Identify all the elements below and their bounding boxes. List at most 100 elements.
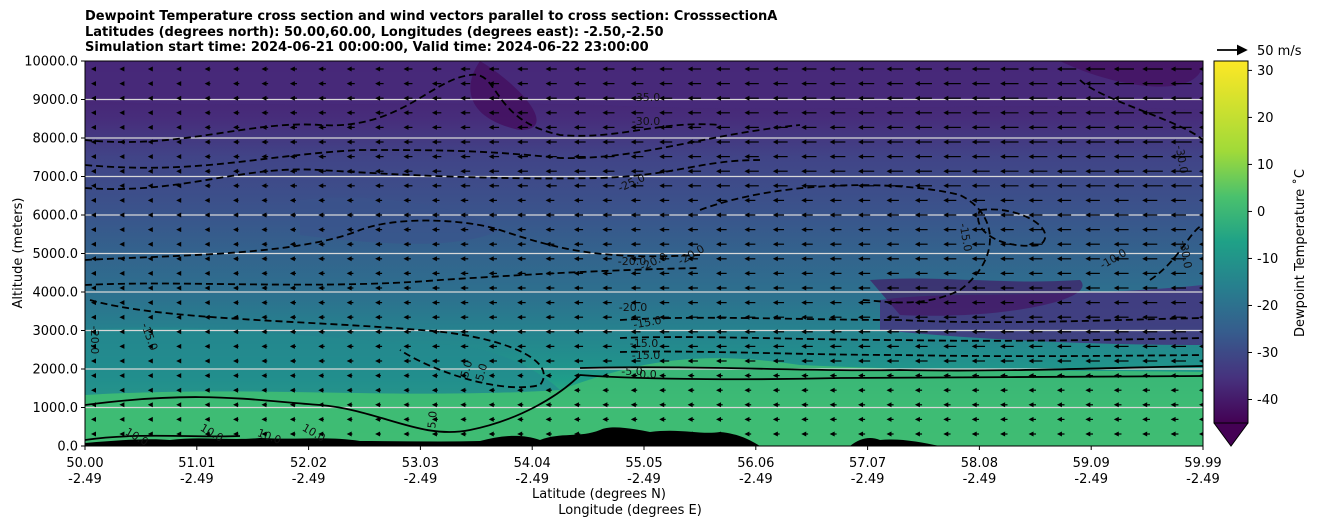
- wind-vector: [801, 329, 813, 335]
- wind-vector: [772, 314, 785, 320]
- wind-vector: [1199, 256, 1203, 261]
- wind-vector: [1142, 373, 1150, 379]
- wind-vector: [1199, 344, 1203, 349]
- wind-vector: [1199, 154, 1203, 159]
- wind-vector: [829, 358, 842, 364]
- wind-vector: [659, 329, 670, 335]
- wind-vector: [289, 168, 298, 174]
- wind-vector: [488, 373, 495, 379]
- wind-vector: [1170, 314, 1186, 320]
- wind-vector: [176, 241, 182, 247]
- x-axis-label-lat: Latitude (degrees N): [532, 487, 666, 502]
- wind-vector: [1199, 286, 1203, 290]
- wind-vector: [289, 241, 296, 247]
- wind-vector: [630, 373, 638, 379]
- wind-vector: [573, 387, 581, 393]
- wind-vector: [460, 168, 471, 174]
- wind-vector: [744, 402, 752, 408]
- wind-vector: [517, 270, 526, 276]
- x-tick-label-lon: -2.49: [739, 472, 773, 487]
- wind-vector: [1000, 256, 1014, 262]
- wind-vector: [403, 183, 413, 189]
- wind-vector: [1085, 285, 1100, 291]
- wind-vector: [517, 110, 528, 116]
- wind-vector: [573, 358, 584, 364]
- wind-vector: [829, 314, 842, 320]
- wind-vector: [1056, 81, 1077, 87]
- wind-vector: [431, 168, 442, 174]
- wind-vector: [1142, 168, 1163, 174]
- wind-vector: [858, 168, 875, 174]
- wind-vector: [1113, 416, 1122, 422]
- wind-vector: [1000, 300, 1014, 306]
- contour-label: 0.0: [639, 368, 657, 381]
- wind-vector: [91, 227, 96, 233]
- wind-vector: [659, 95, 673, 101]
- wind-vector: [375, 300, 383, 306]
- wind-vector: [630, 95, 644, 101]
- wind-vector: [1142, 139, 1163, 145]
- wind-vector: [659, 168, 673, 174]
- wind-vector: [460, 212, 469, 218]
- wind-vector: [1199, 213, 1203, 217]
- wind-vector: [858, 373, 866, 379]
- wind-vector: [119, 197, 125, 203]
- wind-vector: [517, 373, 524, 379]
- wind-vector: [346, 183, 355, 189]
- wind-vector: [488, 154, 500, 160]
- wind-vector: [261, 124, 269, 130]
- wind-vector: [772, 285, 785, 291]
- wind-vector: [716, 139, 730, 145]
- wind-vector: [147, 139, 153, 145]
- wind-vector: [573, 168, 586, 174]
- wind-vector: [943, 285, 957, 291]
- wind-vector: [886, 387, 894, 393]
- wind-vector: [744, 227, 756, 233]
- wind-vector: [1028, 139, 1048, 145]
- wind-vector: [289, 387, 296, 393]
- wind-vector: [1000, 197, 1014, 203]
- wind-vector: [744, 285, 756, 291]
- wind-vector: [204, 110, 211, 116]
- wind-vector: [488, 66, 500, 72]
- wind-vector: [488, 431, 495, 437]
- wind-vector: [431, 154, 442, 160]
- wind-vector: [261, 212, 268, 218]
- wind-vector: [545, 66, 557, 72]
- wind-vector: [943, 387, 951, 393]
- wind-vector: [261, 66, 269, 72]
- wind-vector: [318, 66, 326, 72]
- wind-vector: [517, 300, 526, 306]
- wind-vector: [1199, 67, 1203, 71]
- wind-vector: [1028, 285, 1043, 291]
- wind-vector: [375, 168, 384, 174]
- wind-vector: [886, 124, 904, 130]
- wind-vector: [176, 285, 182, 291]
- wind-vector: [772, 343, 785, 349]
- wind-vector: [1028, 168, 1048, 174]
- wind-vector: [318, 110, 326, 116]
- wind-vector: [318, 387, 324, 393]
- wind-vector: [1085, 431, 1093, 437]
- wind-vector: [375, 314, 383, 320]
- wind-vector: [914, 270, 928, 276]
- wind-vector: [744, 270, 756, 276]
- wind-vector: [886, 343, 899, 349]
- wind-vector: [147, 300, 153, 306]
- wind-vector: [886, 197, 899, 203]
- wind-vector: [602, 314, 612, 320]
- wind-vector: [914, 212, 928, 218]
- wind-vector: [716, 402, 723, 408]
- title-line-1: Dewpoint Temperature cross section and w…: [85, 9, 778, 24]
- wind-vector: [545, 300, 555, 306]
- wind-vector: [971, 241, 986, 247]
- wind-vector: [687, 387, 695, 393]
- wind-vector: [858, 241, 871, 247]
- wind-vector: [517, 285, 526, 291]
- wind-vector: [630, 270, 641, 276]
- wind-vector: [318, 256, 325, 262]
- wind-vector: [1000, 66, 1019, 72]
- wind-vector: [204, 183, 211, 189]
- wind-vector: [659, 81, 673, 87]
- wind-vector: [375, 387, 381, 393]
